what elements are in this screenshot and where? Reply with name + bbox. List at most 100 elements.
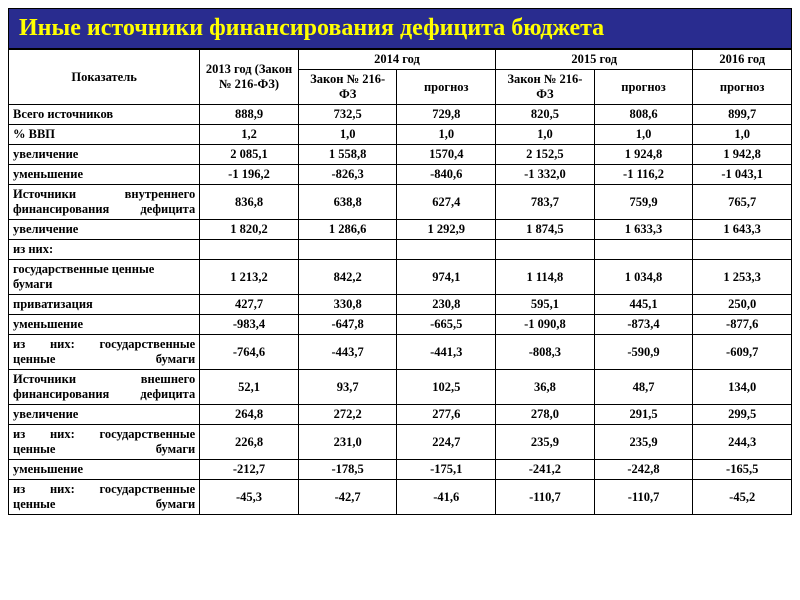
cell-value: 1,0: [496, 125, 595, 145]
cell-value: 235,9: [594, 425, 693, 460]
cell-value: -175,1: [397, 460, 496, 480]
table-row: уменьшение-983,4-647,8-665,5-1 090,8-873…: [9, 315, 792, 335]
cell-value: 765,7: [693, 185, 792, 220]
col-2015-fc: прогноз: [594, 70, 693, 105]
cell-value: 729,8: [397, 105, 496, 125]
cell-value: -165,5: [693, 460, 792, 480]
cell-value: [397, 240, 496, 260]
table-row: из них: государственные ценные бумаги-76…: [9, 335, 792, 370]
cell-value: 1 633,3: [594, 220, 693, 240]
col-2015: 2015 год: [496, 50, 693, 70]
cell-value: [594, 240, 693, 260]
cell-value: 595,1: [496, 295, 595, 315]
cell-value: 291,5: [594, 405, 693, 425]
cell-value: -808,3: [496, 335, 595, 370]
data-table: Показатель 2013 год (Закон № 216-ФЗ) 201…: [8, 49, 792, 515]
cell-value: -590,9: [594, 335, 693, 370]
table-row: Источники внешнего финансирования дефици…: [9, 370, 792, 405]
cell-value: 36,8: [496, 370, 595, 405]
cell-value: -1 196,2: [200, 165, 299, 185]
cell-value: -178,5: [298, 460, 397, 480]
cell-value: -42,7: [298, 480, 397, 515]
table-row: увеличение264,8272,2277,6278,0291,5299,5: [9, 405, 792, 425]
row-label: уменьшение: [9, 460, 200, 480]
row-label: приватизация: [9, 295, 200, 315]
table-row: увеличение2 085,11 558,81570,42 152,51 9…: [9, 145, 792, 165]
cell-value: 2 152,5: [496, 145, 595, 165]
row-label: Источники внутреннего финансирования деф…: [9, 185, 200, 220]
cell-value: 330,8: [298, 295, 397, 315]
row-label: увеличение: [9, 220, 200, 240]
cell-value: -241,2: [496, 460, 595, 480]
cell-value: 820,5: [496, 105, 595, 125]
cell-value: 899,7: [693, 105, 792, 125]
cell-value: -41,6: [397, 480, 496, 515]
cell-value: 1,0: [397, 125, 496, 145]
cell-value: 1570,4: [397, 145, 496, 165]
cell-value: 226,8: [200, 425, 299, 460]
col-2013: 2013 год (Закон № 216-ФЗ): [200, 50, 299, 105]
cell-value: 759,9: [594, 185, 693, 220]
cell-value: 224,7: [397, 425, 496, 460]
row-label: Источники внешнего финансирования дефици…: [9, 370, 200, 405]
cell-value: 627,4: [397, 185, 496, 220]
cell-value: 264,8: [200, 405, 299, 425]
cell-value: 1 034,8: [594, 260, 693, 295]
cell-value: -441,3: [397, 335, 496, 370]
cell-value: 1,0: [594, 125, 693, 145]
cell-value: -45,3: [200, 480, 299, 515]
cell-value: -1 043,1: [693, 165, 792, 185]
cell-value: -764,6: [200, 335, 299, 370]
col-indicator: Показатель: [9, 50, 200, 105]
cell-value: 250,0: [693, 295, 792, 315]
table-row: из них: государственные ценные бумаги226…: [9, 425, 792, 460]
cell-value: [298, 240, 397, 260]
cell-value: [200, 240, 299, 260]
cell-value: 1 558,8: [298, 145, 397, 165]
cell-value: 1 213,2: [200, 260, 299, 295]
cell-value: -873,4: [594, 315, 693, 335]
cell-value: -1 116,2: [594, 165, 693, 185]
row-label: уменьшение: [9, 165, 200, 185]
table-row: Всего источников888,9732,5729,8820,5808,…: [9, 105, 792, 125]
row-label: из них: государственные ценные бумаги: [9, 480, 200, 515]
cell-value: -443,7: [298, 335, 397, 370]
cell-value: -1 332,0: [496, 165, 595, 185]
cell-value: 235,9: [496, 425, 595, 460]
cell-value: 888,9: [200, 105, 299, 125]
cell-value: 427,7: [200, 295, 299, 315]
table-row: государственные ценные бумаги1 213,2842,…: [9, 260, 792, 295]
cell-value: 1 253,3: [693, 260, 792, 295]
cell-value: 299,5: [693, 405, 792, 425]
table-header: Показатель 2013 год (Закон № 216-ФЗ) 201…: [9, 50, 792, 105]
cell-value: 134,0: [693, 370, 792, 405]
col-2016: 2016 год: [693, 50, 792, 70]
table-row: уменьшение-1 196,2-826,3-840,6-1 332,0-1…: [9, 165, 792, 185]
cell-value: 842,2: [298, 260, 397, 295]
cell-value: 278,0: [496, 405, 595, 425]
row-label: из них:: [9, 240, 200, 260]
cell-value: [496, 240, 595, 260]
cell-value: 102,5: [397, 370, 496, 405]
table-row: увеличение1 820,21 286,61 292,91 874,51 …: [9, 220, 792, 240]
table-body: Всего источников888,9732,5729,8820,5808,…: [9, 105, 792, 515]
cell-value: 231,0: [298, 425, 397, 460]
cell-value: -110,7: [496, 480, 595, 515]
cell-value: 230,8: [397, 295, 496, 315]
cell-value: 244,3: [693, 425, 792, 460]
cell-value: 1 924,8: [594, 145, 693, 165]
cell-value: -609,7: [693, 335, 792, 370]
cell-value: 836,8: [200, 185, 299, 220]
cell-value: 93,7: [298, 370, 397, 405]
table-row: Источники внутреннего финансирования деф…: [9, 185, 792, 220]
row-label: из них: государственные ценные бумаги: [9, 425, 200, 460]
row-label: % ВВП: [9, 125, 200, 145]
cell-value: -45,2: [693, 480, 792, 515]
row-label: Всего источников: [9, 105, 200, 125]
cell-value: 1 942,8: [693, 145, 792, 165]
cell-value: 52,1: [200, 370, 299, 405]
cell-value: 732,5: [298, 105, 397, 125]
cell-value: 1,0: [693, 125, 792, 145]
cell-value: -1 090,8: [496, 315, 595, 335]
cell-value: 277,6: [397, 405, 496, 425]
